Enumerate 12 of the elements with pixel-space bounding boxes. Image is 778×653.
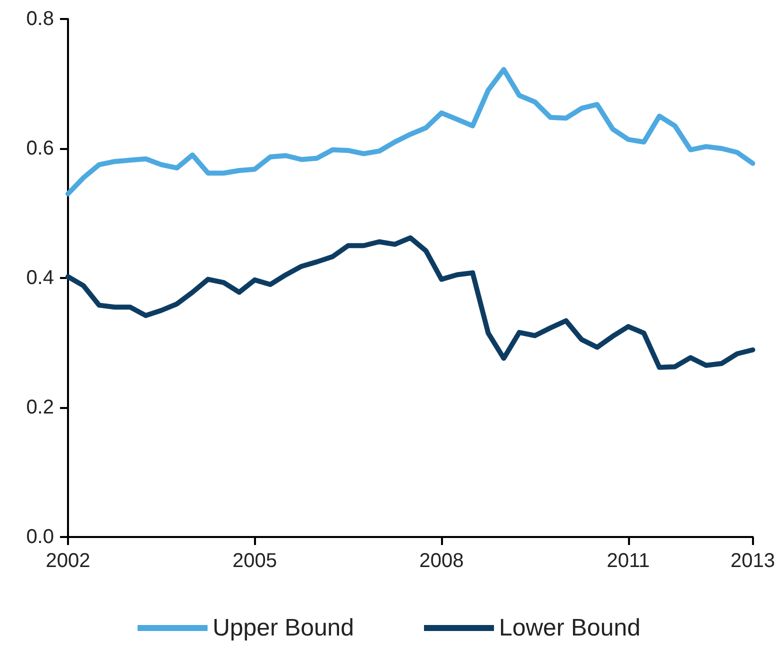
legend-label: Upper Bound [212, 614, 354, 642]
x-tick-label: 2002 [46, 550, 90, 572]
y-tick-label: 0.6 [26, 138, 54, 160]
x-tick-label: 2011 [606, 550, 650, 572]
y-tick-label: 0.4 [26, 267, 54, 289]
y-tick-label: 0.8 [26, 8, 54, 30]
y-tick-label: 0.0 [26, 526, 54, 548]
x-tick-label: 2013 [730, 550, 776, 572]
y-tick-label: 0.2 [26, 396, 54, 418]
legend-label: Lower Bound [499, 614, 640, 642]
x-tick-label: 2008 [419, 550, 464, 572]
x-tick-label: 2005 [232, 550, 277, 572]
